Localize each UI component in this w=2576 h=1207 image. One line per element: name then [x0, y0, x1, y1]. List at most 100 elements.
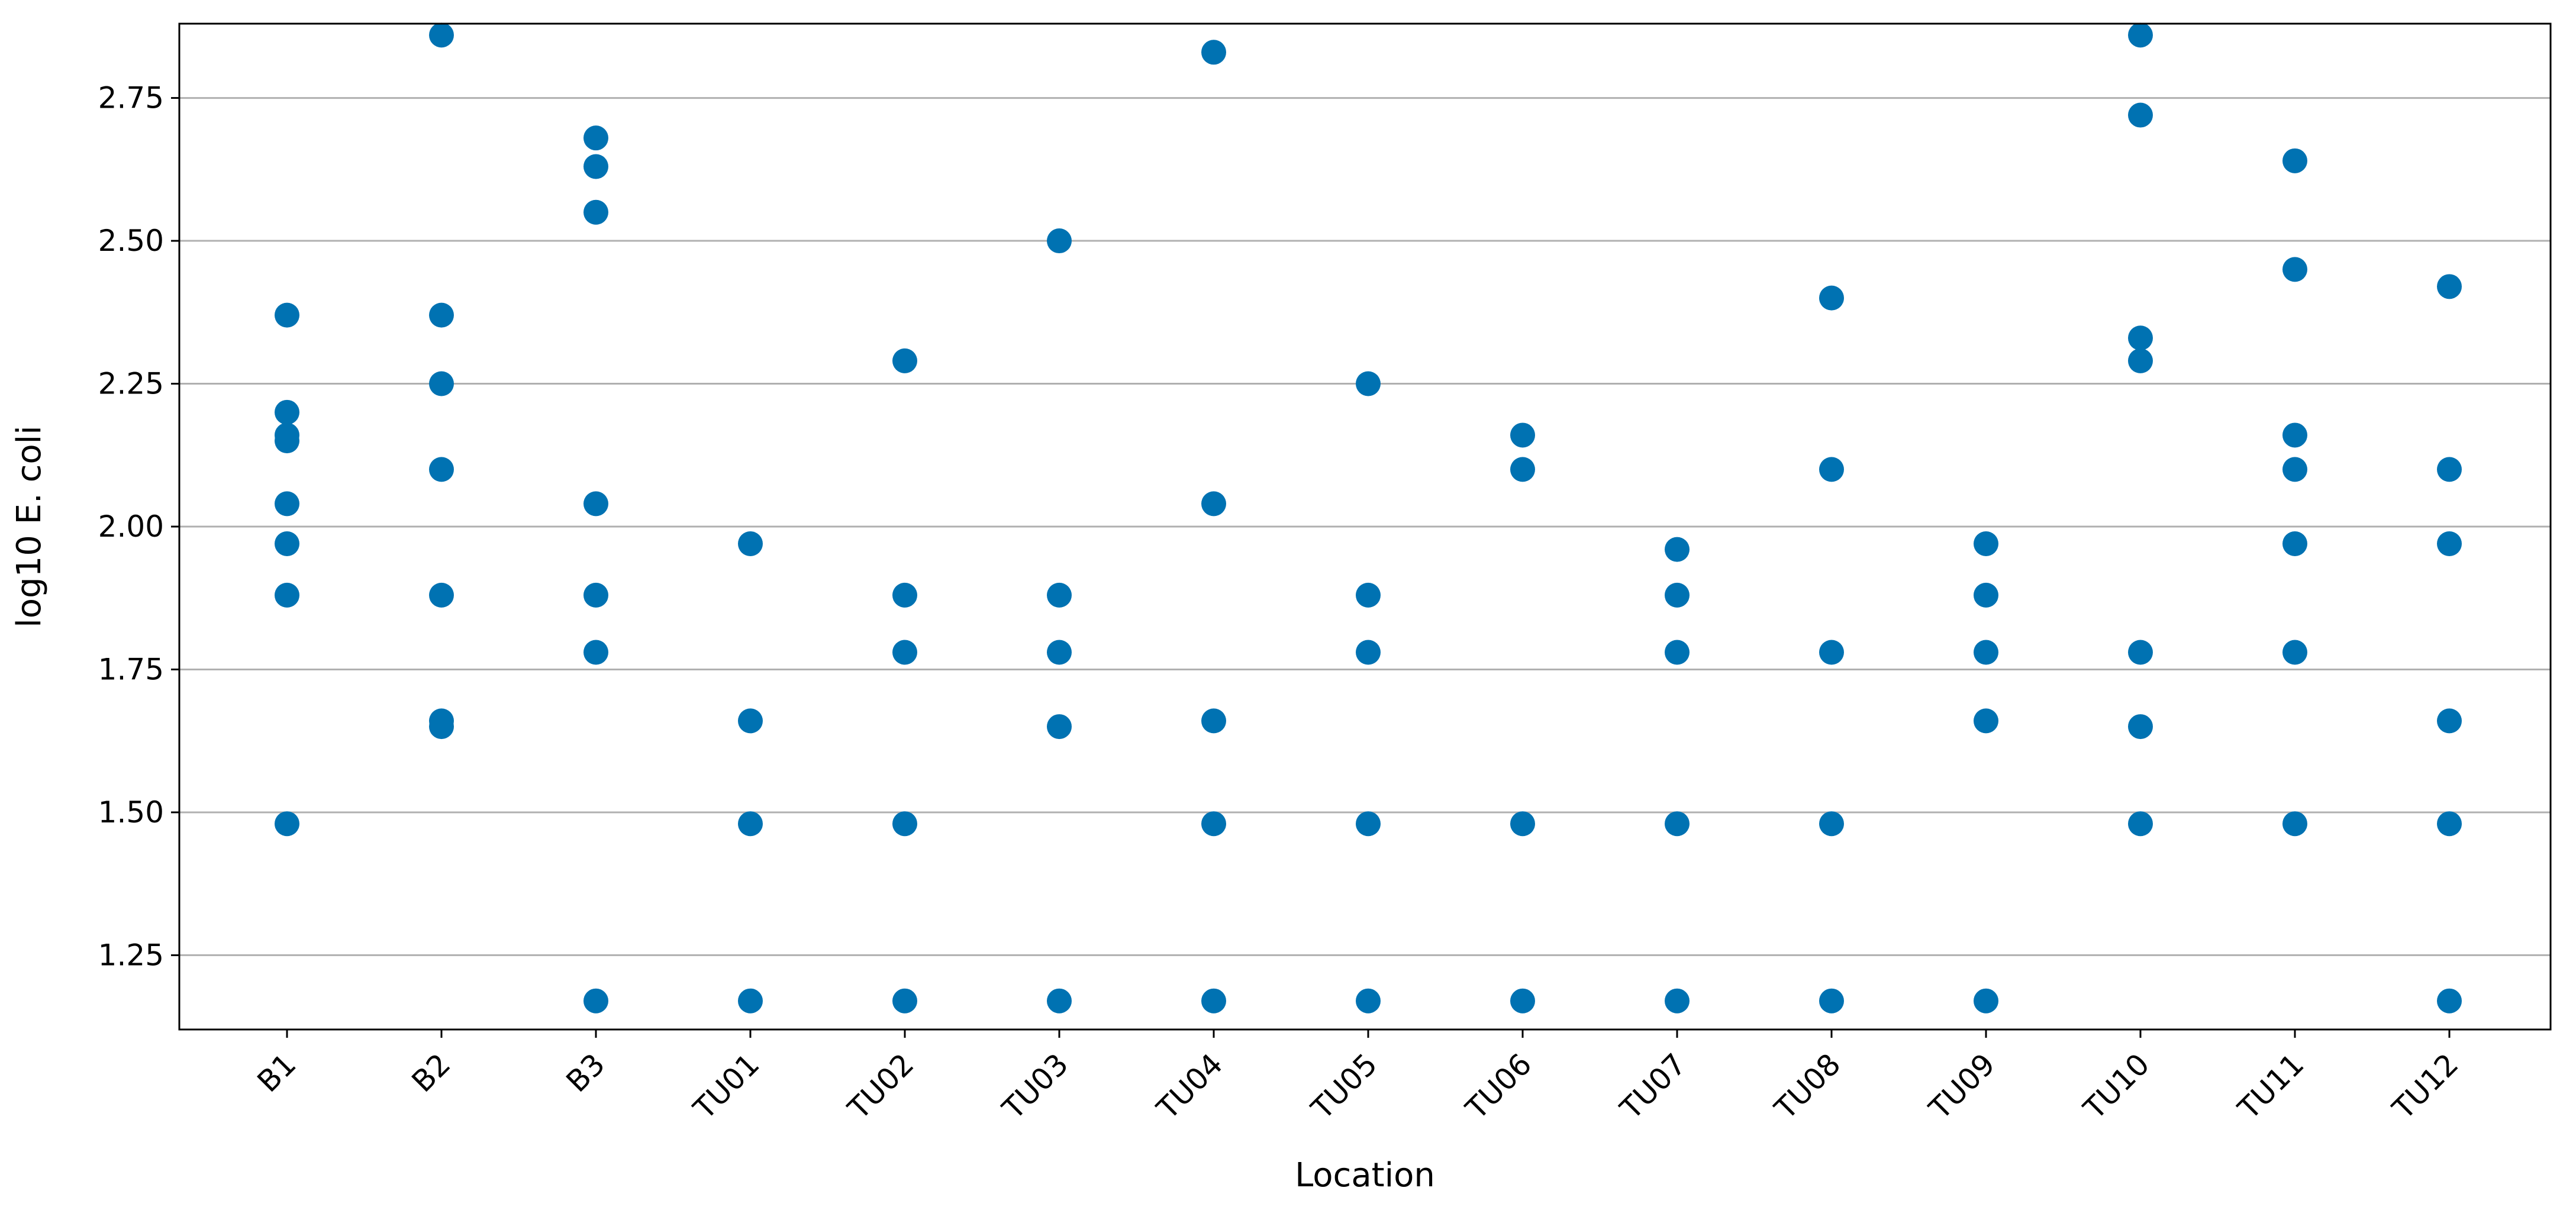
data-point	[1047, 714, 1072, 740]
data-point	[1974, 531, 1998, 556]
data-point	[1665, 988, 1690, 1014]
data-point	[2437, 457, 2462, 482]
y-tick-label: 1.75	[98, 652, 164, 686]
data-point	[2437, 811, 2462, 837]
data-point	[2437, 531, 2462, 556]
x-tick-label: TU10	[2077, 1047, 2156, 1126]
data-point	[275, 582, 299, 608]
data-point	[275, 428, 299, 454]
data-point	[738, 811, 763, 837]
y-tick-label: 2.00	[98, 509, 164, 544]
x-axis-label: Location	[1295, 1156, 1435, 1195]
data-point	[1047, 228, 1072, 254]
x-tick-label: TU09	[1922, 1047, 2001, 1126]
y-tick-label: 1.25	[98, 938, 164, 972]
data-point	[738, 531, 763, 556]
data-point	[1047, 640, 1072, 665]
data-point	[1665, 537, 1690, 562]
x-tick-label: TU11	[2231, 1047, 2310, 1126]
x-tick-label: TU01	[686, 1047, 766, 1126]
data-point	[1665, 640, 1690, 665]
y-axis-label: log10 E. coli	[10, 425, 49, 628]
x-tick-label: B3	[560, 1047, 612, 1099]
data-point	[583, 582, 608, 608]
data-point	[1201, 708, 1226, 734]
y-tick-label: 2.50	[98, 224, 164, 258]
data-point	[1665, 582, 1690, 608]
data-point	[1356, 371, 1381, 396]
data-point	[429, 457, 454, 482]
y-axis: 1.25 1.50 1.75 2.00 2.25 2.50 2.75	[98, 81, 179, 972]
data-point	[583, 491, 608, 517]
data-point	[429, 302, 454, 328]
data-point	[429, 582, 454, 608]
data-point	[583, 154, 608, 179]
x-tick-label: TU02	[841, 1047, 920, 1126]
data-point	[275, 491, 299, 517]
x-axis: B1 B2 B3 TU01 TU02 TU03 TU04 TU05 TU06 TU07 TU08 TU…	[251, 1030, 2465, 1127]
data-point	[2128, 348, 2153, 373]
x-tick-label: TU03	[995, 1047, 1075, 1126]
data-point	[1819, 285, 1844, 311]
data-point	[1201, 988, 1226, 1014]
data-point	[892, 582, 917, 608]
data-point	[892, 348, 917, 373]
data-point	[2282, 257, 2307, 282]
data-point	[1201, 40, 1226, 65]
data-point	[1819, 640, 1844, 665]
y-tick-label: 2.25	[98, 367, 164, 401]
data-point	[275, 811, 299, 837]
x-tick-label: TU06	[1459, 1047, 1538, 1126]
data-point	[429, 371, 454, 396]
x-tick-label: TU04	[1150, 1047, 1229, 1126]
data-point	[2437, 988, 2462, 1014]
data-point	[2282, 531, 2307, 556]
data-point	[2282, 811, 2307, 837]
data-point	[1974, 988, 1998, 1014]
x-tick-label: TU05	[1304, 1047, 1384, 1126]
data-point	[1047, 582, 1072, 608]
x-tick-label: B1	[251, 1047, 303, 1099]
data-point	[1510, 457, 1535, 482]
data-point	[2282, 148, 2307, 173]
data-point	[1974, 582, 1998, 608]
data-point	[738, 708, 763, 734]
data-point	[1974, 708, 1998, 734]
data-point	[1047, 988, 1072, 1014]
data-points	[275, 22, 2462, 1014]
data-point	[2282, 640, 2307, 665]
y-tick-label: 2.75	[98, 81, 164, 115]
data-point	[738, 988, 763, 1014]
data-point	[429, 22, 454, 48]
data-point	[1510, 422, 1535, 448]
x-tick-label: TU12	[2385, 1047, 2465, 1126]
data-point	[583, 125, 608, 151]
data-point	[892, 811, 917, 837]
data-point	[1356, 988, 1381, 1014]
x-tick-label: TU08	[1768, 1047, 1847, 1126]
data-point	[2128, 22, 2153, 48]
data-point	[2437, 708, 2462, 734]
data-point	[1356, 582, 1381, 608]
data-point	[583, 640, 608, 665]
data-point	[2128, 325, 2153, 351]
data-point	[275, 531, 299, 556]
data-point	[892, 988, 917, 1014]
data-point	[1819, 811, 1844, 837]
data-point	[1819, 457, 1844, 482]
x-tick-label: B2	[405, 1047, 457, 1099]
data-point	[1510, 811, 1535, 837]
data-point	[2128, 102, 2153, 128]
data-point	[892, 640, 917, 665]
data-point	[2282, 457, 2307, 482]
x-tick-label: TU07	[1613, 1047, 1692, 1126]
data-point	[2282, 422, 2307, 448]
data-point	[1665, 811, 1690, 837]
data-point	[1201, 811, 1226, 837]
data-point	[2128, 714, 2153, 740]
y-tick-label: 1.50	[98, 795, 164, 830]
data-point	[583, 988, 608, 1014]
data-point	[1356, 640, 1381, 665]
data-point	[275, 302, 299, 328]
